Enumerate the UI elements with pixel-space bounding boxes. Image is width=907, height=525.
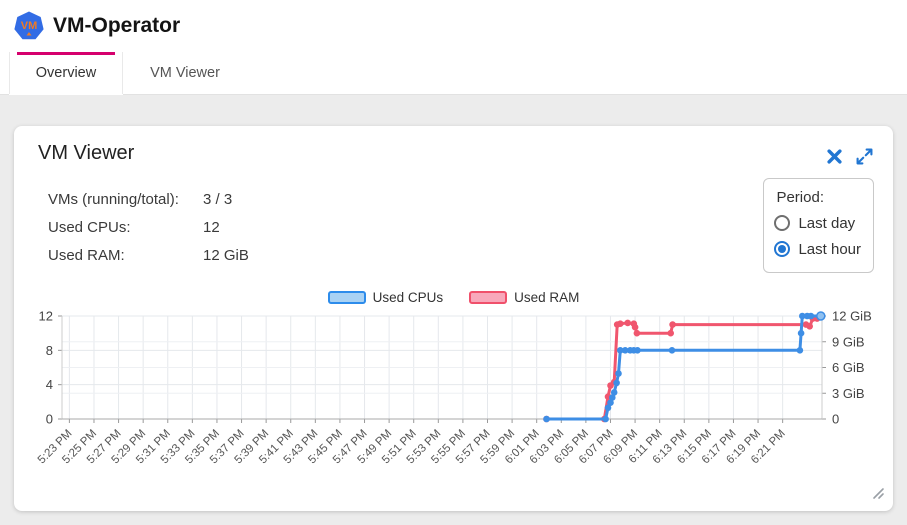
right-axis-label: 0	[832, 412, 839, 427]
stat-label-ram: Used RAM:	[48, 246, 125, 264]
radio-last-hour[interactable]	[774, 241, 791, 257]
data-point	[799, 312, 806, 320]
app-bar: VM VM-Operator	[0, 0, 907, 52]
left-axis-label: 8	[46, 343, 53, 358]
legend-label-ram: Used RAM	[514, 290, 580, 305]
data-point	[667, 329, 674, 337]
data-point	[621, 347, 629, 354]
period-option-last-day[interactable]: Last day	[774, 210, 861, 236]
tab-vm-viewer[interactable]: VM Viewer	[123, 52, 247, 94]
expand-icon[interactable]	[855, 147, 873, 165]
left-axis-label: 4	[46, 377, 53, 392]
stat-value-ram: 12 GiB	[203, 246, 249, 264]
series-line-used-ram	[545, 317, 819, 421]
legend-item-used-ram[interactable]: Used RAM	[469, 290, 579, 305]
radio-last-day[interactable]	[774, 215, 791, 231]
stat-row-cpus: Used CPUs: 12	[48, 213, 893, 241]
data-point	[624, 319, 631, 327]
right-axis-label: 12 GiB	[832, 309, 872, 324]
period-label: Period:	[776, 189, 824, 206]
vm-viewer-card: VM Viewer VMs (running/total): 3 / 3 Use…	[14, 126, 893, 511]
right-axis-label: 9 GiB	[832, 334, 865, 349]
card-title: VM Viewer	[38, 142, 135, 164]
data-point	[631, 323, 639, 331]
data-point	[604, 404, 612, 412]
period-selector: Period: Last day Last hour	[763, 178, 874, 273]
left-axis-label: 0	[46, 412, 53, 427]
legend-item-used-cpus[interactable]: Used CPUs	[327, 290, 444, 305]
period-option-last-hour[interactable]: Last hour	[774, 236, 861, 262]
data-point	[634, 347, 641, 354]
data-point	[633, 329, 641, 337]
tab-overview-label: Overview	[35, 65, 97, 81]
card-actions	[825, 147, 873, 165]
stat-row-ram: Used RAM: 12 GiB	[48, 241, 893, 269]
data-point	[602, 415, 609, 423]
radio-last-day-label: Last day	[798, 214, 856, 232]
data-point	[609, 394, 616, 401]
right-axis-label: 3 GiB	[832, 386, 865, 401]
resize-handle-icon[interactable]	[871, 486, 885, 505]
legend-swatch-ram	[469, 291, 508, 304]
stat-value-cpus: 12	[203, 218, 220, 236]
close-icon[interactable]	[825, 147, 843, 165]
card-header: VM Viewer	[14, 126, 893, 165]
data-point	[796, 347, 804, 354]
vm-operator-logo-icon: VM	[14, 11, 44, 40]
left-axis-label: 12	[39, 309, 53, 324]
usage-chart[interactable]: 5:23 PM5:25 PM5:27 PM5:29 PM5:31 PM5:33 …	[14, 302, 893, 502]
stat-row-vms: VMs (running/total): 3 / 3	[48, 185, 893, 213]
vm-stats: VMs (running/total): 3 / 3 Used CPUs: 12…	[48, 185, 893, 269]
legend-swatch-cpu	[327, 291, 366, 304]
radio-last-hour-label: Last hour	[798, 240, 861, 258]
tab-bar: Overview VM Viewer	[0, 52, 907, 95]
right-axis-label: 6 GiB	[832, 360, 865, 375]
tab-vm-viewer-label: VM Viewer	[150, 65, 220, 81]
svg-text:VM: VM	[21, 20, 38, 32]
data-point	[610, 389, 618, 396]
data-point	[668, 347, 676, 354]
stat-value-vms: 3 / 3	[203, 190, 233, 208]
data-point	[543, 415, 550, 423]
data-point	[617, 320, 624, 327]
tab-overview[interactable]: Overview	[9, 52, 123, 94]
data-point	[816, 311, 826, 321]
stat-label-cpus: Used CPUs:	[48, 218, 131, 236]
data-point	[613, 379, 620, 387]
data-point	[615, 370, 622, 377]
data-point	[607, 399, 614, 406]
app-title: VM-Operator	[53, 14, 181, 37]
chart-legend: Used CPUs Used RAM	[14, 290, 893, 305]
stat-label-vms: VMs (running/total):	[48, 190, 179, 208]
data-point	[797, 329, 805, 337]
data-point	[806, 323, 813, 330]
data-point	[669, 321, 676, 328]
chart-area: 5:23 PM 5:25 PM 5:27 PM 5:29 PM 5:31 PM 5:33 …	[14, 302, 893, 507]
legend-label-cpu: Used CPUs	[372, 290, 444, 305]
data-point	[617, 347, 624, 354]
data-point	[807, 312, 815, 320]
